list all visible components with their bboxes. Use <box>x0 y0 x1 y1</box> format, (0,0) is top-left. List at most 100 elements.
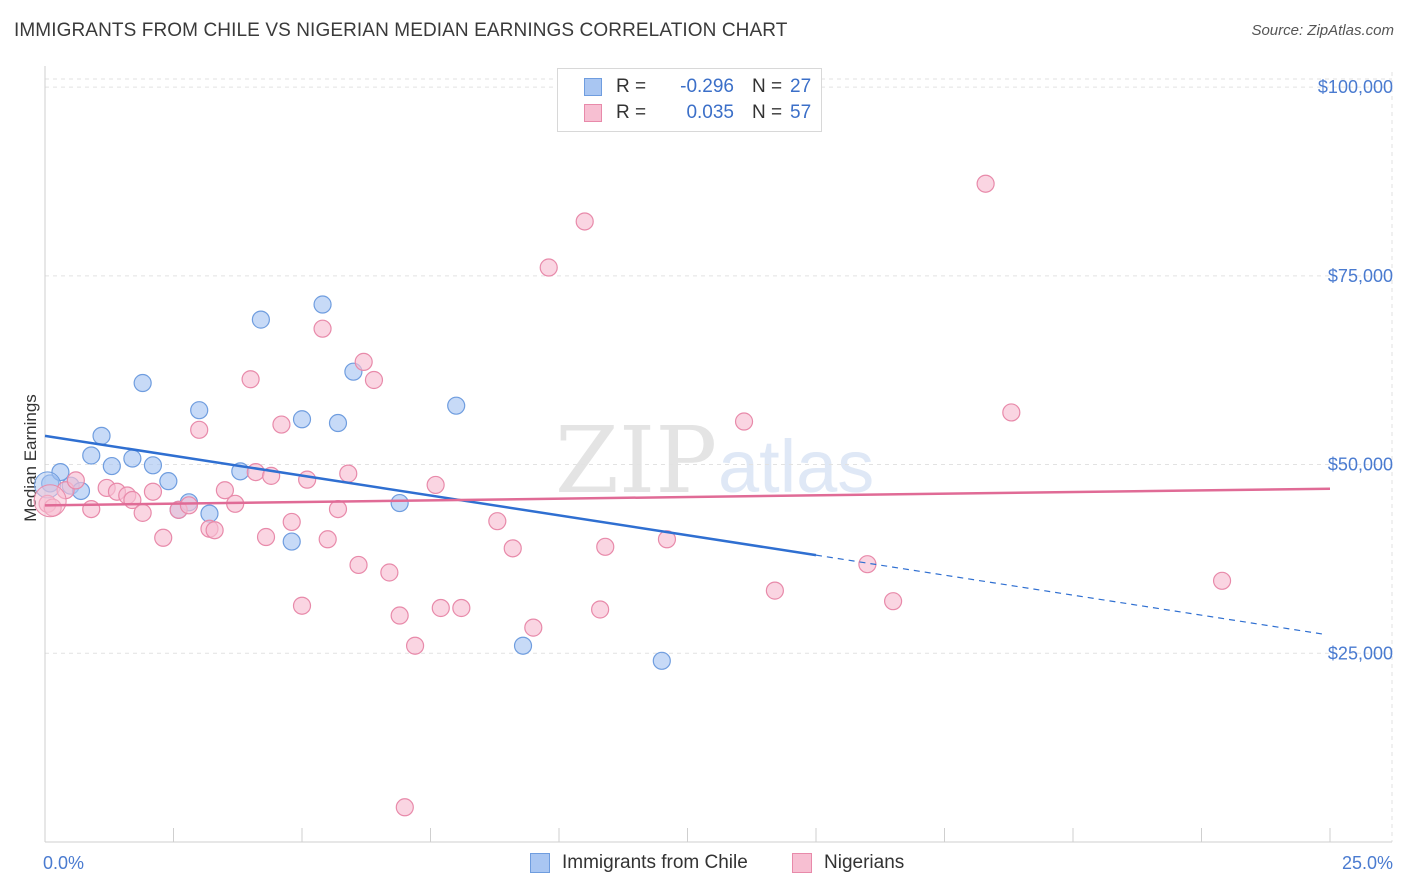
chile-point <box>251 310 270 329</box>
nigerians-point <box>313 319 332 338</box>
nigerians-point <box>133 503 152 522</box>
trend-line-chile <box>44 434 817 557</box>
chile-point <box>200 504 219 523</box>
x-tick-labels: 0.0% 25.0% <box>43 853 1393 873</box>
nigerians-point <box>1212 571 1232 590</box>
nigerians-point <box>380 563 399 582</box>
source-credit: Source: ZipAtlas.com <box>1251 22 1394 39</box>
chile-point <box>447 396 466 415</box>
nigerians-point <box>272 415 291 434</box>
trend-line-chile-extension <box>815 554 1325 635</box>
y-tick-label: $75,000 <box>1328 266 1393 286</box>
legend-item-chile[interactable]: Immigrants from Chile <box>530 852 748 874</box>
trend-line-nigerians <box>44 487 1331 507</box>
nigerians-point <box>431 598 450 618</box>
nigerians-point <box>390 606 409 625</box>
nigerians-point <box>143 482 163 501</box>
nigerians-point <box>575 212 594 231</box>
x-tick-label: 25.0% <box>1342 853 1393 873</box>
chile-point <box>123 449 142 468</box>
nigerians-point <box>339 464 358 483</box>
nigerians-point <box>190 420 209 439</box>
legend-item-nigerians[interactable]: Nigerians <box>792 852 904 874</box>
chile-point <box>292 410 312 429</box>
nigerians-point <box>246 462 265 482</box>
nigerians-point <box>241 370 260 389</box>
trend-lines <box>44 434 1331 635</box>
n-value: 57 <box>790 102 812 123</box>
chile-point <box>82 446 101 465</box>
legend-label-chile: Immigrants from Chile <box>562 852 748 873</box>
y-tick-labels: $25,000 $50,000 $75,000 $100,000 <box>1318 77 1393 663</box>
nigerians-point <box>765 581 784 600</box>
nigerians-point <box>734 412 754 431</box>
n-label: N = <box>752 76 783 97</box>
chile-point <box>143 456 163 475</box>
chile-point <box>390 493 409 513</box>
nigerians-point <box>256 527 276 547</box>
nigerians-point <box>33 484 67 518</box>
nigerians-point <box>318 530 337 549</box>
nigerians-point <box>154 528 173 547</box>
nigerians-point <box>657 530 677 549</box>
chile-point <box>92 426 111 445</box>
nigerians-point <box>591 600 610 619</box>
nigerians-point <box>524 618 543 637</box>
legend-row-chile: R = -0.296 N = 27 <box>584 74 811 100</box>
r-label: R = <box>616 76 647 97</box>
chile-point <box>102 456 121 476</box>
nigerians-point <box>282 512 301 532</box>
nigerians-point <box>503 539 522 558</box>
nigerians-point <box>364 370 384 390</box>
nigerians-point <box>976 174 995 193</box>
legend-label-nigerians: Nigerians <box>824 852 905 873</box>
chart-title: IMMIGRANTS FROM CHILE VS NIGERIAN MEDIAN… <box>14 20 788 41</box>
nigerians-point <box>452 598 471 618</box>
legend-row-nigerians: R = 0.035 N = 57 <box>584 100 811 126</box>
chile-point <box>159 472 178 491</box>
chile-point <box>328 413 348 433</box>
legend-swatch-chile <box>584 78 602 96</box>
nigerians-point <box>205 521 224 540</box>
nigerians-point <box>66 471 85 490</box>
r-value: -0.296 <box>680 76 734 97</box>
nigerians-point <box>215 481 234 500</box>
chile-point <box>652 651 671 670</box>
nigerians-point <box>349 555 368 575</box>
chile-point <box>313 295 332 314</box>
nigerians-point <box>539 258 558 277</box>
axes <box>44 66 1392 843</box>
x-tick-label: 0.0% <box>43 853 84 873</box>
nigerians-point <box>1002 403 1021 422</box>
chile-point <box>133 373 152 393</box>
nigerians-point <box>883 592 903 611</box>
legend-swatch-nigerians <box>584 104 602 122</box>
n-label: N = <box>752 102 783 123</box>
nigerians-point <box>354 352 373 371</box>
nigerians-point <box>82 499 101 519</box>
legend-swatch-chile <box>530 853 550 873</box>
nigerians-point <box>596 537 615 556</box>
r-value: 0.035 <box>686 102 734 123</box>
chile-point <box>282 532 301 551</box>
series-nigerians-points <box>33 174 1232 817</box>
r-label: R = <box>616 102 647 123</box>
y-tick-label: $25,000 <box>1328 643 1393 663</box>
nigerians-point <box>292 596 312 615</box>
chile-point <box>190 401 209 420</box>
n-value: 27 <box>790 76 812 97</box>
nigerians-point <box>298 470 317 489</box>
y-tick-label: $100,000 <box>1318 77 1393 97</box>
nigerians-point <box>395 798 414 817</box>
y-tick-label: $50,000 <box>1328 455 1393 475</box>
correlation-legend: R = -0.296 N = 27 R = 0.035 N = 57 <box>557 68 822 132</box>
nigerians-point <box>488 512 507 531</box>
nigerians-point <box>405 636 425 655</box>
chile-point <box>513 636 533 655</box>
legend-swatch-nigerians <box>792 853 812 873</box>
nigerians-point <box>179 496 199 515</box>
nigerians-point <box>328 499 348 519</box>
nigerians-point <box>426 475 445 495</box>
series-legend: Immigrants from Chile Nigerians <box>0 852 1406 878</box>
